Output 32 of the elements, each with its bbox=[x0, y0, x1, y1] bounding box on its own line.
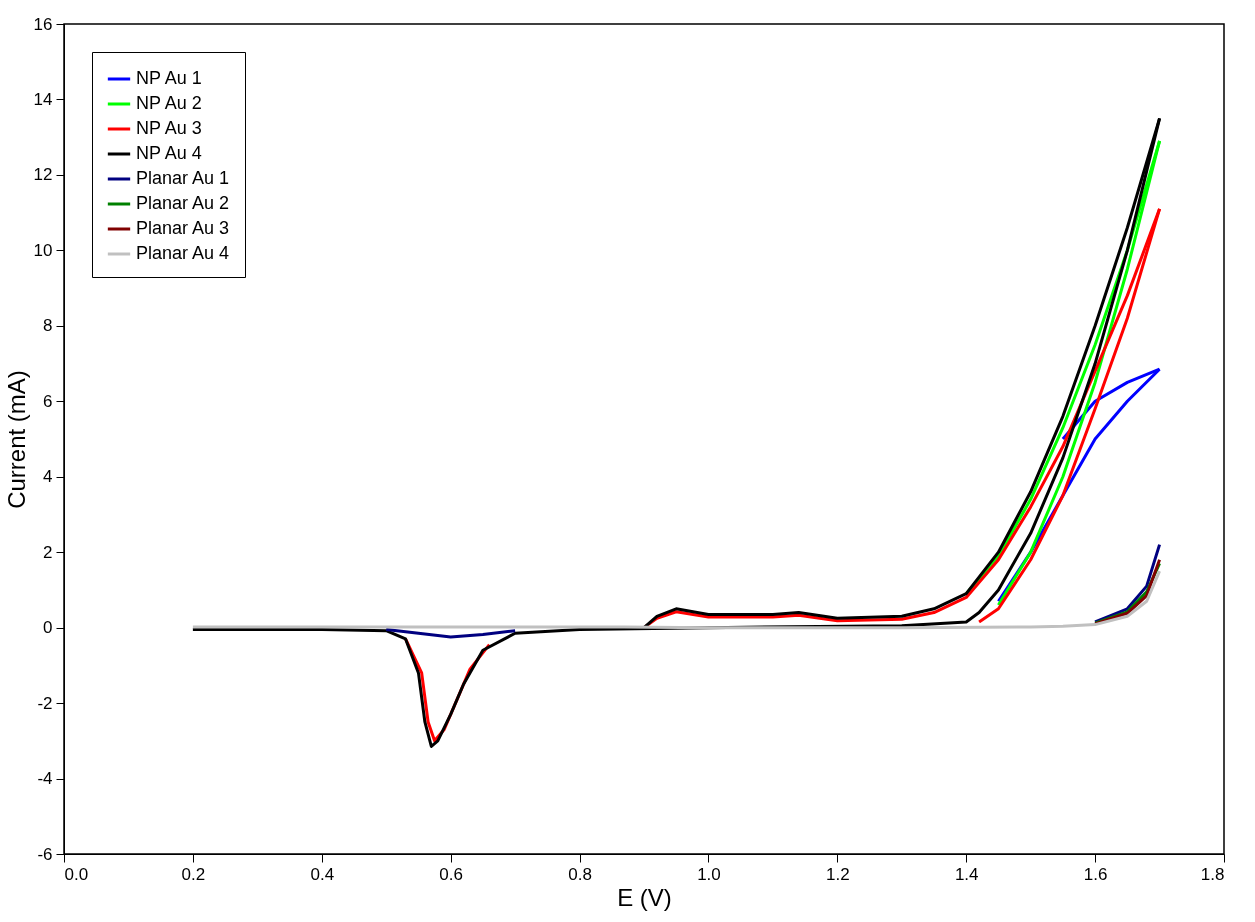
y-tick-label: -6 bbox=[37, 844, 53, 864]
y-tick-label: 6 bbox=[43, 391, 53, 411]
y-tick-label: 2 bbox=[43, 542, 53, 562]
y-tick-label: 4 bbox=[43, 467, 53, 487]
y-axis-title: Current (mA) bbox=[2, 370, 30, 509]
legend-label: Planar Au 1 bbox=[136, 168, 230, 188]
y-tick-label: 8 bbox=[43, 316, 53, 336]
x-tick-label: 1.2 bbox=[826, 864, 850, 884]
x-tick-label: 0.2 bbox=[181, 864, 206, 884]
x-tick-label: 1.4 bbox=[954, 864, 979, 884]
y-tick-label: 12 bbox=[33, 165, 53, 185]
legend-label: Planar Au 4 bbox=[136, 243, 230, 263]
y-tick-label: -2 bbox=[37, 693, 53, 713]
legend-label: Planar Au 2 bbox=[136, 193, 230, 213]
legend-label: NP Au 3 bbox=[136, 118, 202, 138]
legend-label: NP Au 4 bbox=[136, 143, 202, 163]
legend-label: Planar Au 3 bbox=[136, 218, 230, 238]
x-tick-label: 1.0 bbox=[697, 864, 721, 884]
x-tick-label: 0.8 bbox=[568, 864, 592, 884]
x-tick-label: 0.4 bbox=[310, 864, 335, 884]
x-tick-label: 1.6 bbox=[1083, 864, 1108, 884]
legend-label: NP Au 1 bbox=[136, 68, 202, 88]
y-tick-label: 16 bbox=[33, 14, 53, 34]
x-tick-label: 1.8 bbox=[1200, 864, 1225, 884]
legend-label: NP Au 2 bbox=[136, 93, 202, 113]
y-tick-label: 10 bbox=[33, 240, 53, 260]
y-tick-label: 14 bbox=[33, 89, 53, 109]
x-axis-title: E (V) bbox=[617, 883, 672, 911]
y-tick-label: 0 bbox=[43, 618, 53, 638]
x-tick-label: 0.6 bbox=[439, 864, 463, 884]
x-tick-label: 0.0 bbox=[64, 864, 89, 884]
y-tick-label: -4 bbox=[37, 769, 53, 789]
